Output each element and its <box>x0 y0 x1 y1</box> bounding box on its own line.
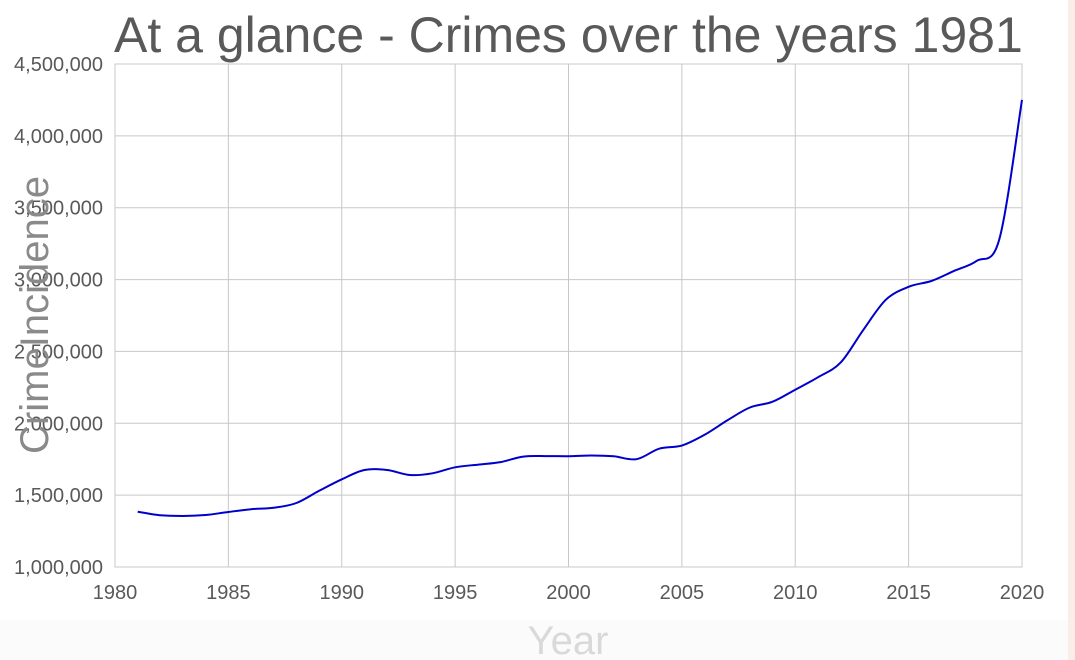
y-axis-label: CrimeIncidence <box>13 176 57 454</box>
x-tick-label: 2015 <box>886 582 931 604</box>
x-tick-label: 1985 <box>206 582 251 604</box>
y-tick-label: 4,500,000 <box>14 54 103 76</box>
y-tick-label: 1,000,000 <box>14 557 103 579</box>
x-tick-label: 2020 <box>1000 582 1045 604</box>
plot-area <box>114 63 1023 568</box>
x-tick-label: 2000 <box>546 582 591 604</box>
y-tick-label: 3,500,000 <box>14 198 103 220</box>
x-tick-label: 1980 <box>93 582 138 604</box>
y-tick-label: 3,000,000 <box>14 270 103 292</box>
y-axis-ticks: 1,000,000 1,500,000 2,000,000 2,500,000 3,00… <box>14 54 103 579</box>
bottom-edge-strip <box>0 620 1068 660</box>
x-tick-label: 2010 <box>773 582 818 604</box>
chart-title: At a glance - Crimes over the years 1981 <box>114 7 1023 63</box>
right-edge-strip <box>1068 0 1075 660</box>
x-axis-ticks: 1980 1985 1990 1995 2000 2005 2010 2015 2020 <box>93 582 1045 604</box>
series-line <box>137 99 1023 518</box>
x-tick-label: 1995 <box>433 582 478 604</box>
y-tick-label: 1,500,000 <box>14 485 103 507</box>
x-axis-label: Year <box>528 619 609 660</box>
x-tick-label: 2005 <box>660 582 705 604</box>
grid-lines <box>114 63 1023 568</box>
y-tick-label: 2,500,000 <box>14 341 103 363</box>
x-tick-label: 1990 <box>320 582 365 604</box>
y-tick-label: 2,000,000 <box>14 413 103 435</box>
y-tick-label: 4,000,000 <box>14 126 103 148</box>
